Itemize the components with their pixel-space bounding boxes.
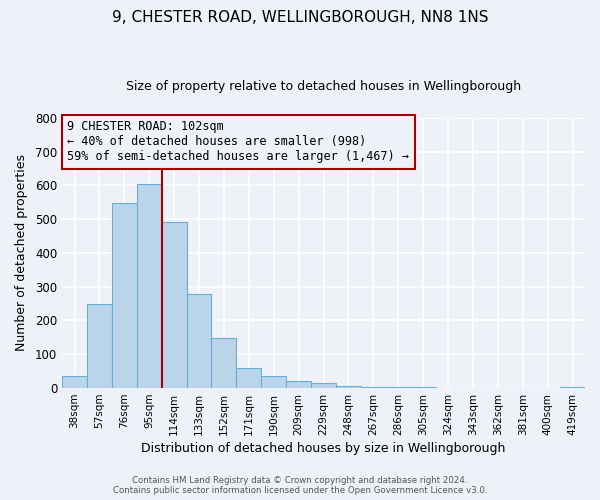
Title: Size of property relative to detached houses in Wellingborough: Size of property relative to detached ho… bbox=[126, 80, 521, 93]
Bar bbox=[261, 376, 286, 388]
Bar bbox=[311, 383, 336, 388]
X-axis label: Distribution of detached houses by size in Wellingborough: Distribution of detached houses by size … bbox=[142, 442, 506, 455]
Bar bbox=[361, 386, 386, 388]
Bar bbox=[87, 304, 112, 388]
Y-axis label: Number of detached properties: Number of detached properties bbox=[15, 154, 28, 352]
Text: 9, CHESTER ROAD, WELLINGBOROUGH, NN8 1NS: 9, CHESTER ROAD, WELLINGBOROUGH, NN8 1NS bbox=[112, 10, 488, 25]
Bar bbox=[386, 386, 410, 388]
Text: 9 CHESTER ROAD: 102sqm
← 40% of detached houses are smaller (998)
59% of semi-de: 9 CHESTER ROAD: 102sqm ← 40% of detached… bbox=[67, 120, 409, 164]
Text: Contains HM Land Registry data © Crown copyright and database right 2024.
Contai: Contains HM Land Registry data © Crown c… bbox=[113, 476, 487, 495]
Bar bbox=[137, 184, 161, 388]
Bar bbox=[62, 376, 87, 388]
Bar bbox=[187, 294, 211, 388]
Bar bbox=[112, 203, 137, 388]
Bar bbox=[161, 222, 187, 388]
Bar bbox=[560, 387, 585, 388]
Bar bbox=[236, 368, 261, 388]
Bar bbox=[211, 338, 236, 388]
Bar bbox=[286, 382, 311, 388]
Bar bbox=[336, 386, 361, 388]
